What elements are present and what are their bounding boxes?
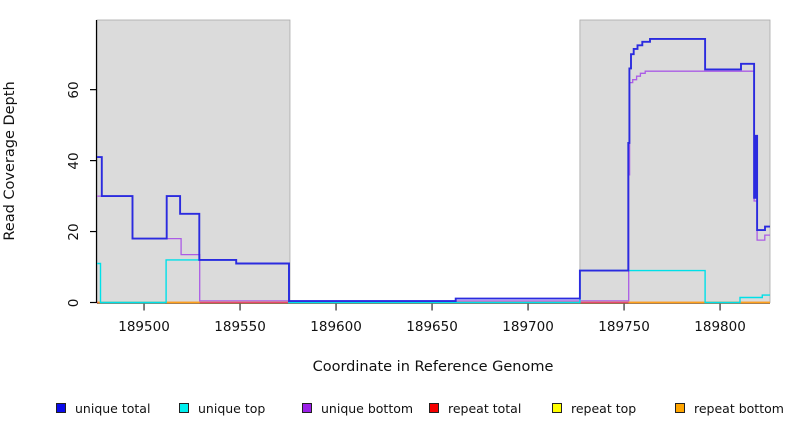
- x-tick-label: 189800: [694, 319, 746, 335]
- legend-item-unique-total: unique total: [56, 399, 150, 417]
- legend-swatch-icon: [675, 403, 685, 413]
- x-axis-title: Coordinate in Reference Genome: [312, 359, 554, 375]
- y-tick-label: 0: [66, 298, 82, 307]
- series-unique-top-line: [97, 259, 770, 304]
- legend-swatch-icon: [179, 403, 189, 413]
- x-tick-label: 189750: [598, 319, 650, 335]
- legend-swatch-icon: [302, 403, 312, 413]
- series-unique-total-line: [97, 37, 770, 303]
- legend-item-repeat-total: repeat total: [429, 399, 521, 417]
- x-tick-label: 189550: [214, 319, 266, 335]
- legend-item-unique-top: unique top: [179, 399, 265, 417]
- legend-item-unique-bottom: unique bottom: [302, 399, 413, 417]
- legend-swatch-icon: [429, 403, 439, 413]
- x-tick-label: 189700: [502, 319, 554, 335]
- legend-item-repeat-bottom: repeat bottom: [675, 399, 784, 417]
- highlight-region: [579, 19, 771, 303]
- legend-item-label: unique top: [198, 400, 266, 416]
- x-tick-label: 189600: [310, 319, 362, 335]
- y-tick-label: 20: [66, 222, 82, 241]
- legend-swatch-icon: [56, 403, 66, 413]
- legend-item-label: unique bottom: [321, 400, 414, 416]
- x-tick-label: 189500: [118, 319, 170, 335]
- y-tick-label: 60: [66, 81, 82, 99]
- legend-item-repeat-top: repeat top: [552, 399, 636, 417]
- highlight-region: [96, 19, 291, 303]
- legend-item-label: repeat bottom: [694, 400, 784, 416]
- legend-swatch-icon: [552, 403, 562, 413]
- y-tick-label: 40: [66, 152, 82, 170]
- y-axis-title: Read Coverage Depth: [2, 81, 18, 241]
- legend-item-label: unique total: [75, 400, 151, 416]
- legend-item-label: repeat total: [448, 400, 522, 416]
- legend-item-label: repeat top: [571, 400, 637, 416]
- x-tick-label: 189650: [406, 319, 458, 335]
